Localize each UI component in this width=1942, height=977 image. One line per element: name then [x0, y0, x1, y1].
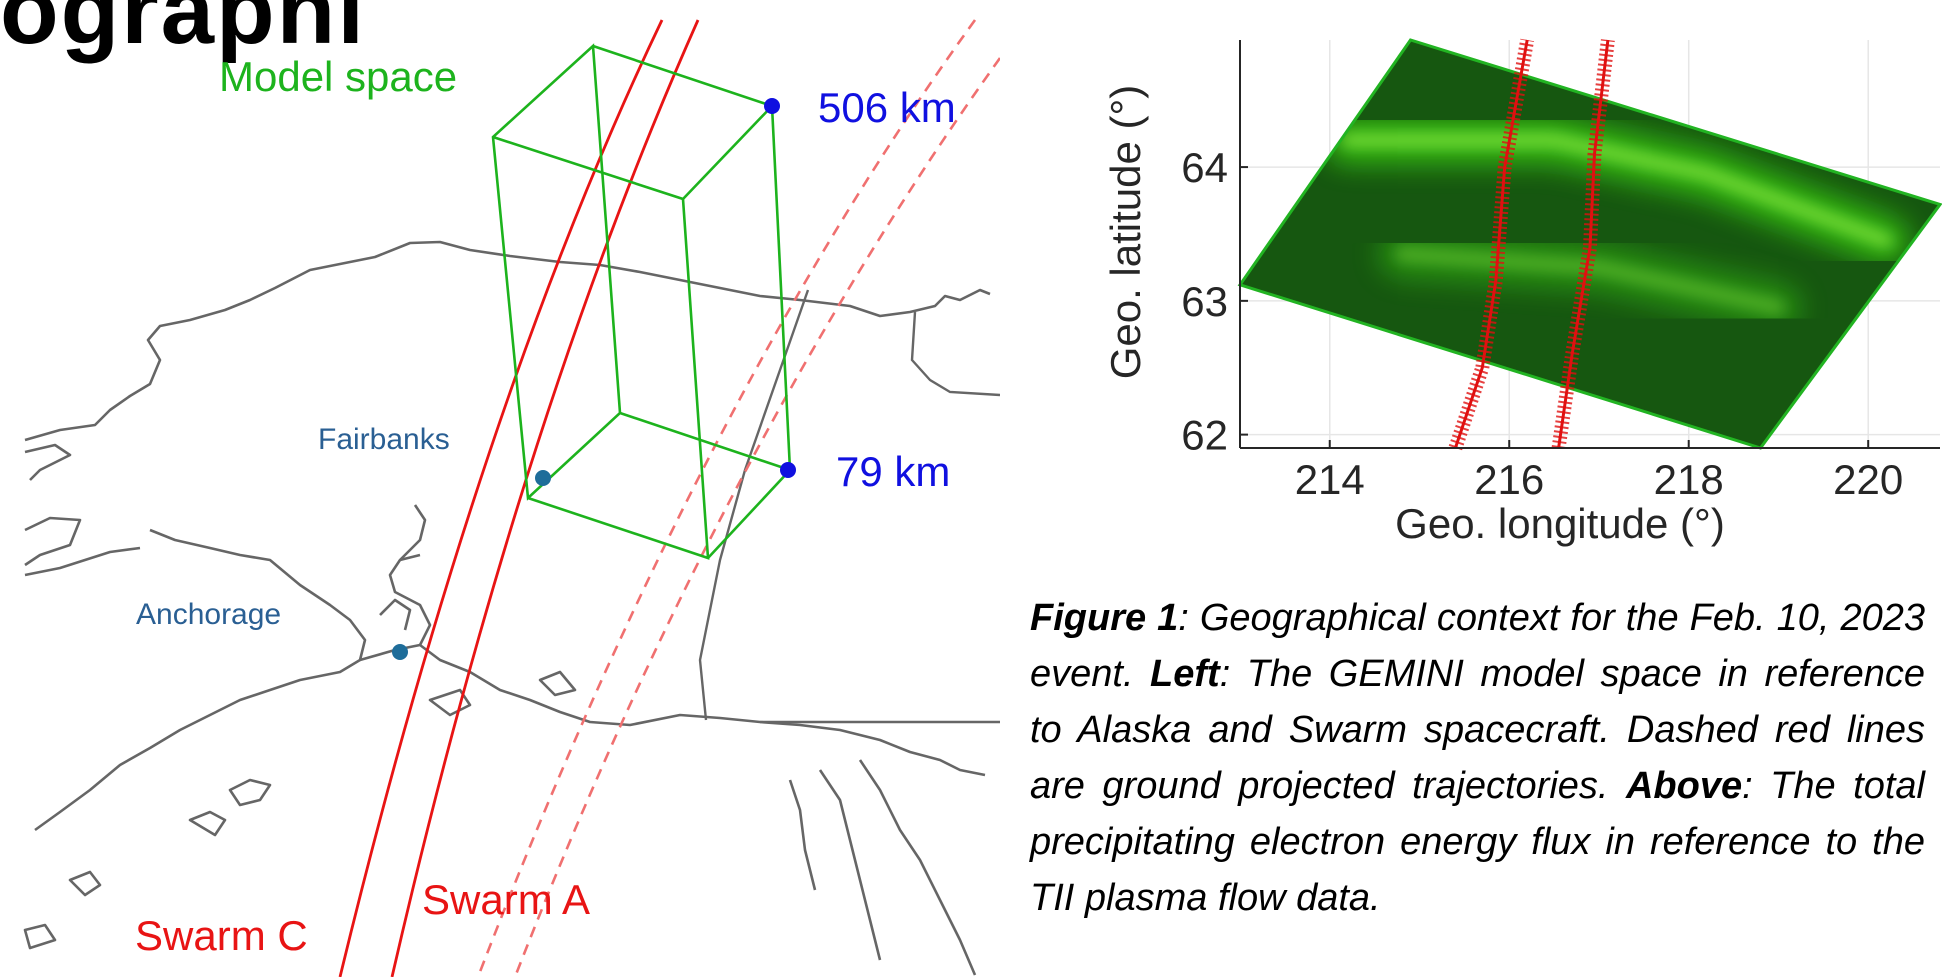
anchorage-marker — [392, 644, 408, 660]
left-map-panel: ographi — [0, 0, 1000, 977]
alaska-map — [23, 19, 1000, 977]
plasma-flow-tracks — [1448, 38, 1615, 451]
energy-flux-chart: 214 216 218 220 62 63 64 Geo. longitude (°) Ge… — [1100, 0, 1942, 560]
x-tick-label: 220 — [1833, 456, 1903, 503]
y-axis-title: Geo. latitude (°) — [1102, 85, 1149, 380]
flow-track — [1453, 39, 1529, 449]
city-label-anchorage: Anchorage — [136, 598, 282, 631]
swarm-a-label: Swarm A — [422, 876, 591, 923]
altitude-bottom-label: 79 km — [836, 448, 951, 495]
swarm-trajectories — [338, 19, 700, 977]
fairbanks-marker — [535, 470, 551, 486]
altitude-top-marker — [764, 98, 780, 114]
flux-arc-core — [1395, 248, 1785, 314]
caption-intro: : Geographical context for the Feb. 10, … — [1030, 597, 1925, 695]
section-heading-fragment: ographi — [0, 0, 366, 64]
x-tick-label: 214 — [1295, 456, 1365, 503]
border-lines — [698, 289, 1000, 724]
ground-projected-trajectories — [476, 19, 1000, 977]
alaska-coastline — [23, 240, 991, 976]
x-tick-label: 218 — [1654, 456, 1724, 503]
x-axis-title: Geo. longitude (°) — [1395, 500, 1725, 547]
caption-figure-label: Figure 1 — [1030, 597, 1179, 639]
figure-caption: Figure 1: Geographical context for the F… — [1030, 590, 1925, 926]
caption-left-text: : The GEMINI model space in reference to… — [1030, 653, 1925, 807]
flux-region-edge — [1237, 38, 1942, 450]
y-tick-label: 64 — [1181, 144, 1228, 191]
chart-svg: 214 216 218 220 62 63 64 Geo. longitude (°) Ge… — [1102, 38, 1942, 547]
swarm-c-trajectory — [338, 19, 664, 977]
flow-track — [1557, 39, 1610, 449]
flux-arc-core — [1341, 134, 1893, 247]
y-tick-label: 63 — [1181, 278, 1228, 325]
caption-above-label: Above — [1625, 765, 1743, 807]
altitude-bottom-marker — [780, 462, 796, 478]
city-label-fairbanks: Fairbanks — [318, 423, 450, 456]
x-tick-label: 216 — [1474, 456, 1544, 503]
swarm-c-label: Swarm C — [135, 912, 308, 959]
altitude-top-label: 506 km — [818, 84, 956, 131]
model-space-label: Model space — [219, 53, 458, 100]
swarm-a-trajectory — [390, 19, 700, 977]
caption-left-label: Left — [1150, 653, 1220, 695]
y-tick-label: 62 — [1181, 412, 1228, 459]
caption-above-text: : The total precipitating electron energ… — [1030, 765, 1925, 919]
chart-axes: 214 216 218 220 62 63 64 — [1181, 40, 1940, 503]
model-space-box — [491, 43, 792, 560]
